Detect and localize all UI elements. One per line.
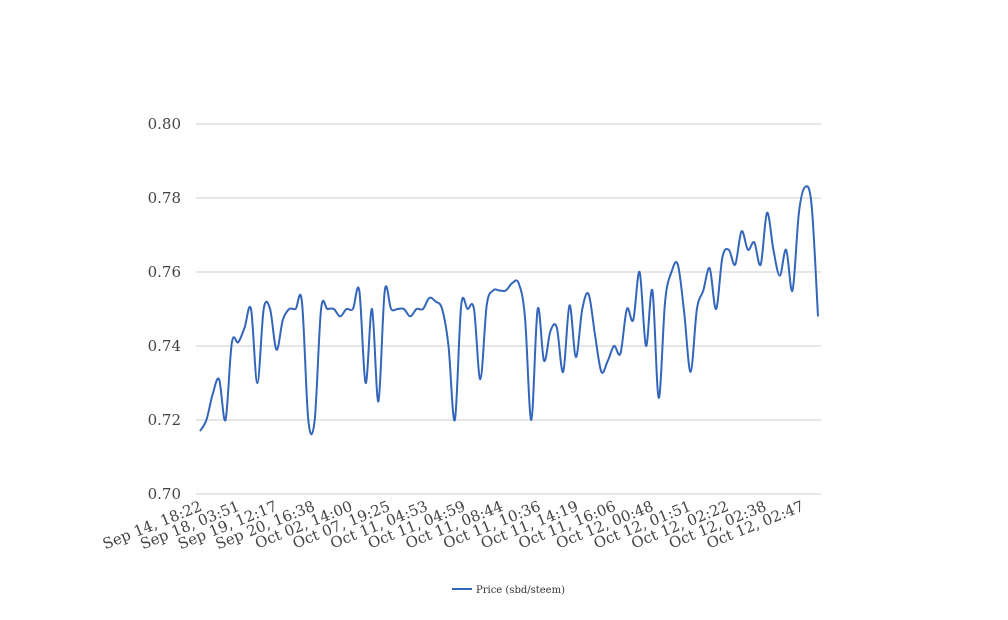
y-tick-label: 0.80 — [148, 115, 181, 133]
series-line-price — [199, 185, 819, 436]
series-layer — [199, 185, 819, 436]
y-axis-tick-labels: 0.70 0.72 0.74 0.76 0.78 0.80 — [148, 115, 181, 503]
grid-lines — [196, 123, 821, 495]
y-tick-label: 0.70 — [148, 485, 181, 503]
legend: Price (sbd/steem) — [452, 585, 565, 596]
y-tick-label: 0.76 — [148, 263, 181, 281]
y-tick-label: 0.74 — [148, 337, 181, 355]
y-tick-label: 0.78 — [148, 189, 181, 207]
y-tick-label: 0.72 — [148, 411, 181, 429]
legend-label: Price (sbd/steem) — [476, 585, 565, 596]
